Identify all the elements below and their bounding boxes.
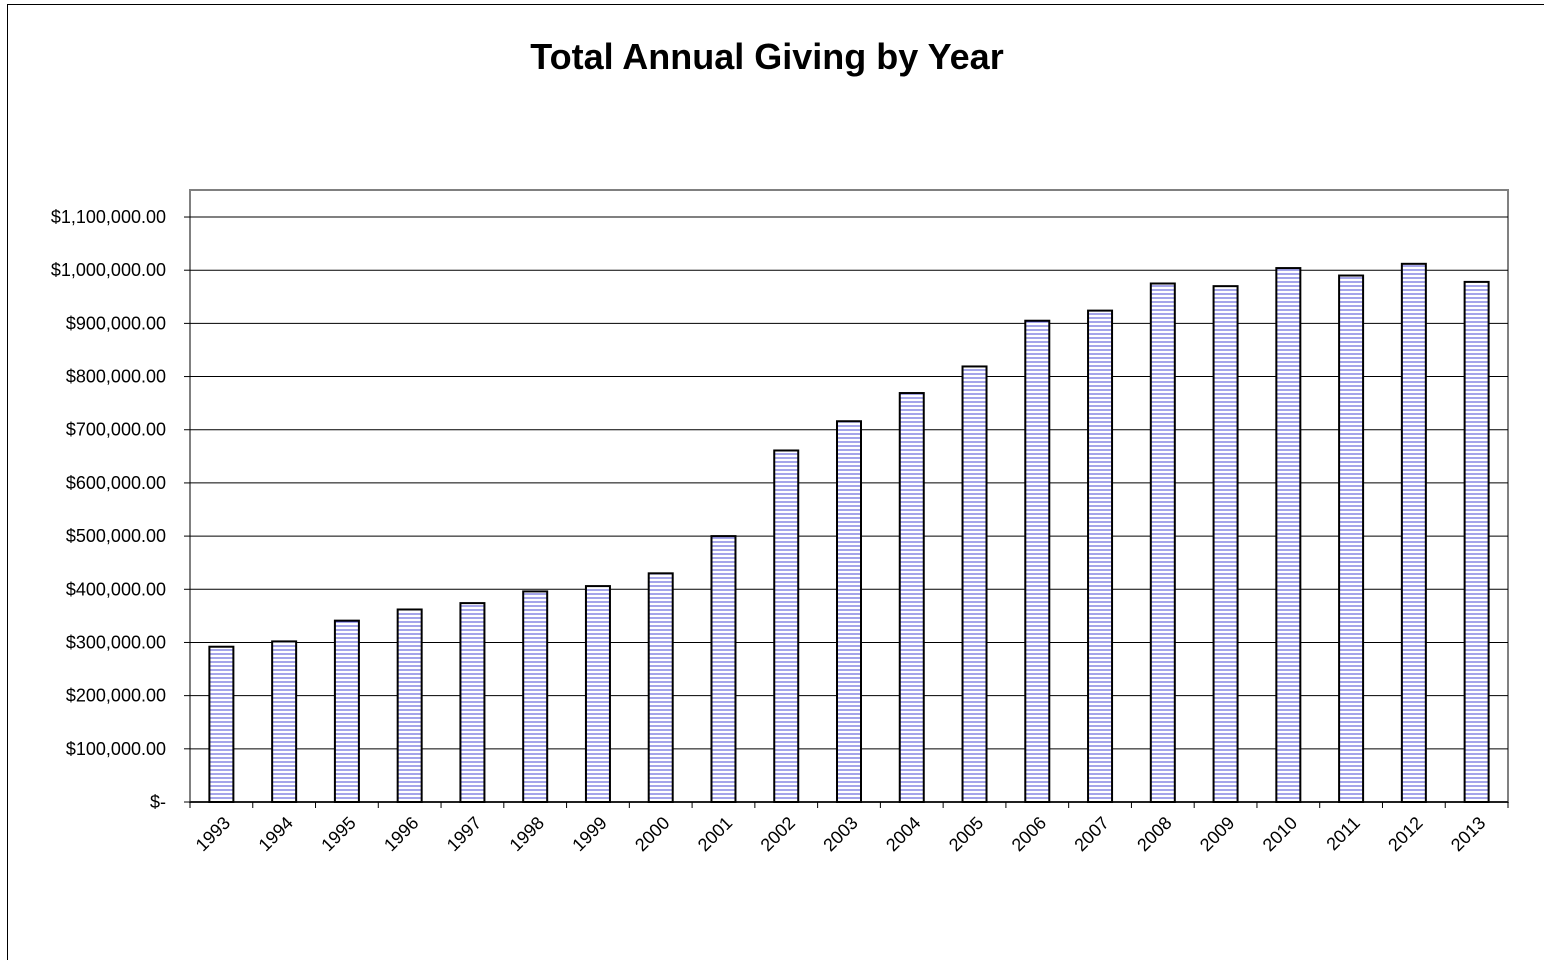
x-tick-label: 1999 — [568, 813, 610, 855]
x-tick-label: 1995 — [317, 813, 359, 855]
bar — [961, 365, 988, 803]
x-tick-label: 2006 — [1008, 813, 1050, 855]
y-tick-label: $900,000.00 — [66, 313, 166, 333]
x-tick-label: 1998 — [506, 813, 548, 855]
bar — [1463, 280, 1490, 803]
axes — [184, 216, 1509, 808]
bar — [898, 392, 925, 803]
x-tick-label: 2012 — [1384, 813, 1426, 855]
x-tick-label: 2001 — [694, 813, 736, 855]
bar — [208, 645, 235, 804]
bars — [208, 262, 1490, 804]
y-tick-label: $1,000,000.00 — [51, 260, 166, 280]
chart-title: Total Annual Giving by Year — [530, 36, 1004, 77]
bar — [710, 535, 737, 803]
y-tick-label: $500,000.00 — [66, 526, 166, 546]
x-tick-label: 2007 — [1070, 813, 1112, 855]
y-tick-label: $700,000.00 — [66, 420, 166, 440]
bar — [584, 585, 611, 803]
x-tick-label: 2009 — [1196, 813, 1238, 855]
x-tick-label: 2011 — [1322, 813, 1364, 855]
x-tick-label: 2003 — [819, 813, 861, 855]
y-tick-label: $100,000.00 — [66, 739, 166, 759]
bar — [647, 572, 674, 803]
x-tick-label: 2005 — [945, 813, 987, 855]
chart-frame — [7, 4, 1544, 960]
bar — [1275, 267, 1302, 803]
y-tick-label: $300,000.00 — [66, 632, 166, 652]
y-tick-label: $1,100,000.00 — [51, 207, 166, 227]
bar — [773, 449, 800, 803]
y-tick-label: $- — [150, 792, 166, 812]
bar — [333, 619, 360, 803]
y-tick-label: $800,000.00 — [66, 367, 166, 387]
bar — [1024, 319, 1051, 803]
x-tick-label: 1997 — [443, 813, 485, 855]
x-tick-label: 2008 — [1133, 813, 1175, 855]
x-tick-label: 2000 — [631, 813, 673, 855]
x-tick-label: 1994 — [255, 813, 297, 855]
x-tick-label: 2010 — [1259, 813, 1301, 855]
bar — [1338, 274, 1365, 803]
y-tick-label: $400,000.00 — [66, 579, 166, 599]
bar — [459, 602, 486, 804]
bar — [271, 640, 298, 804]
bar — [396, 608, 423, 803]
x-tick-label: 1996 — [380, 813, 422, 855]
bar — [522, 590, 549, 804]
bar — [1212, 285, 1239, 803]
x-tick-label: 2004 — [882, 813, 924, 855]
y-tick-label: $200,000.00 — [66, 686, 166, 706]
x-tick-label: 1993 — [192, 813, 234, 855]
x-tick-label: 2013 — [1447, 813, 1489, 855]
bar — [1087, 309, 1114, 803]
x-tick-label: 2002 — [757, 813, 799, 855]
bar — [1400, 262, 1427, 803]
bar — [1149, 282, 1176, 803]
y-tick-label: $600,000.00 — [66, 473, 166, 493]
bar — [836, 420, 862, 803]
